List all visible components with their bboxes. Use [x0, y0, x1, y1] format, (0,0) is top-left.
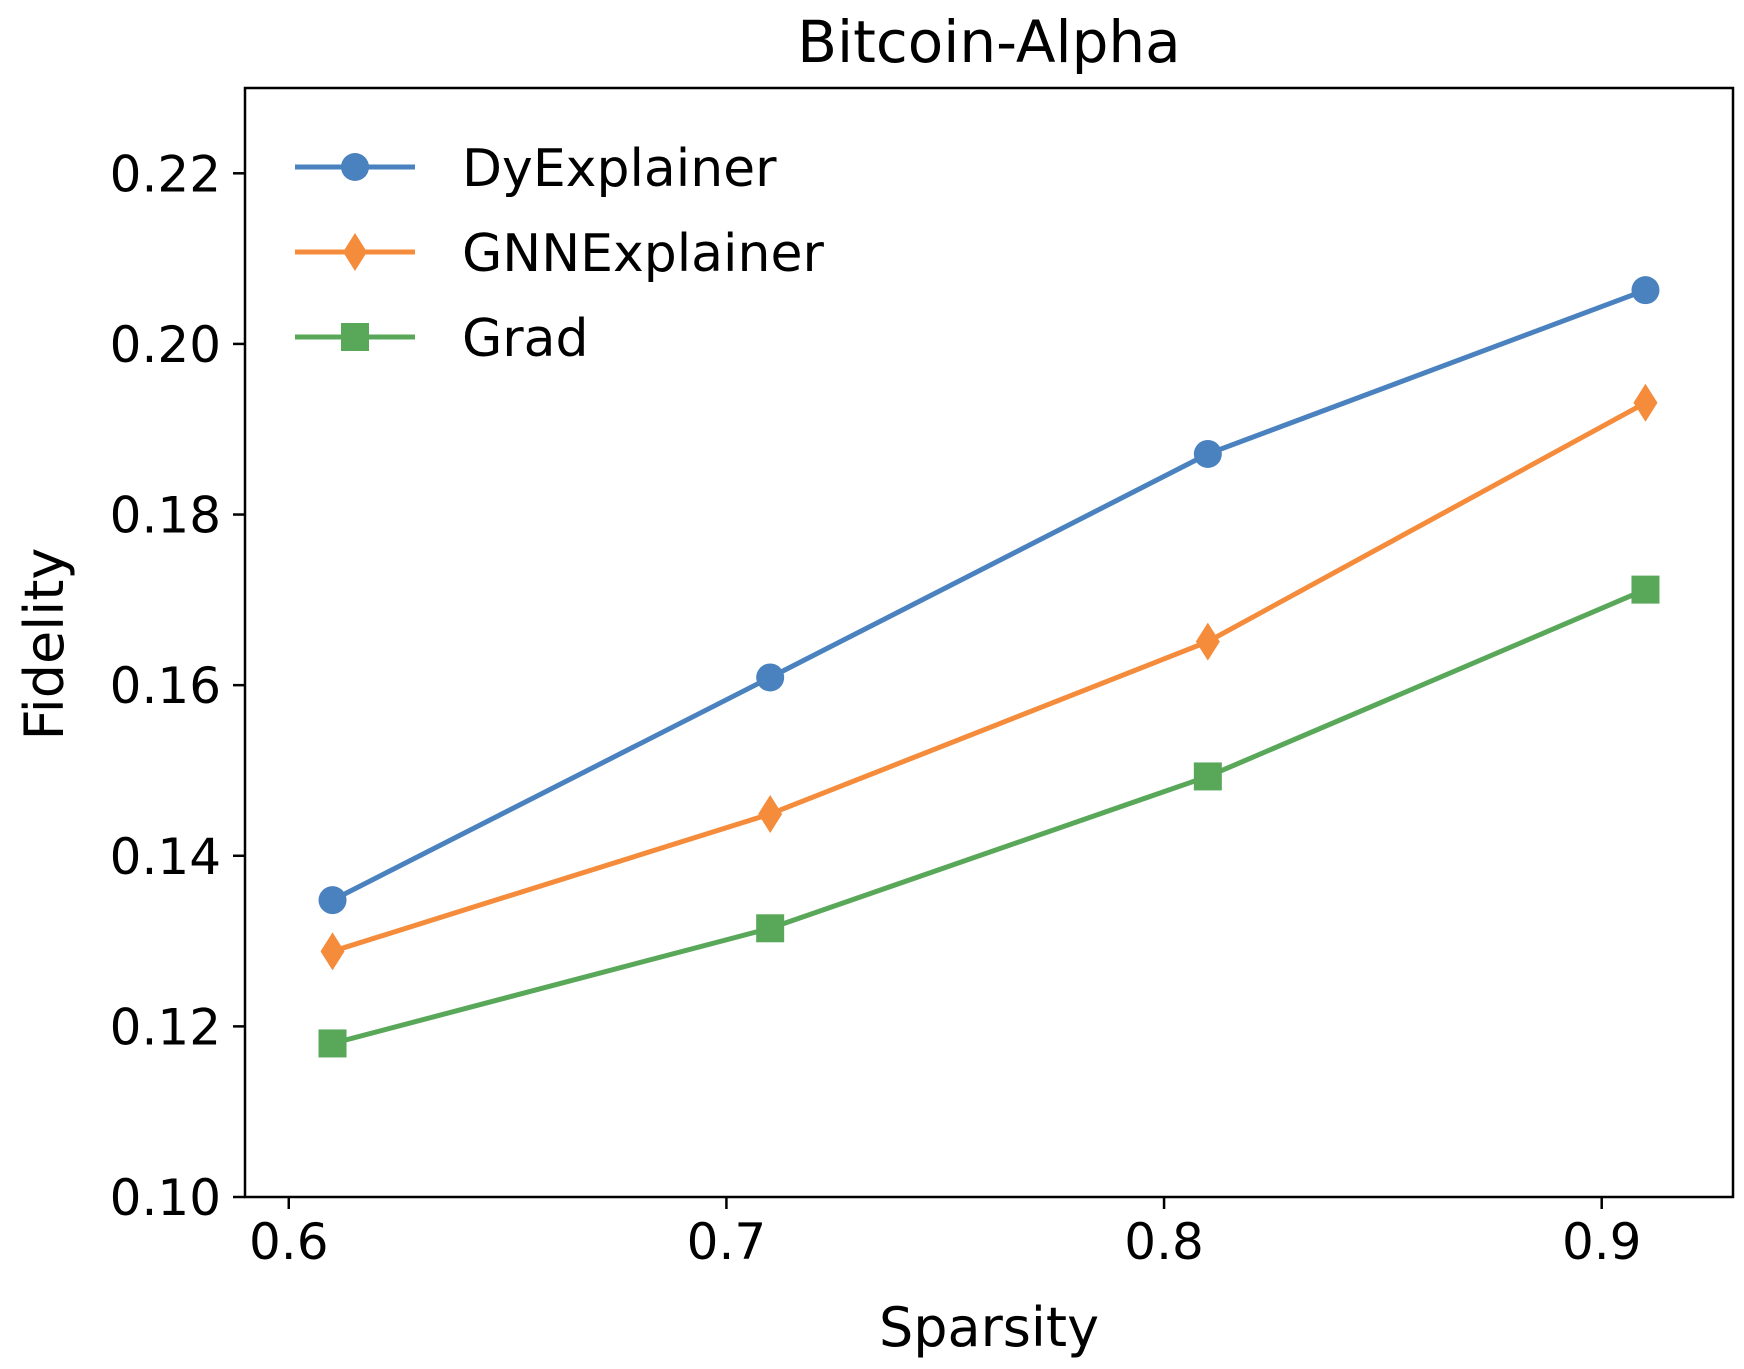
series-line-gnnexplainer	[330, 400, 1648, 954]
y-axis-label: Fidelity	[13, 548, 76, 741]
chart-title: Bitcoin-Alpha	[797, 8, 1180, 76]
axes-frame	[243, 86, 1735, 1199]
series-line-dyexplainer	[330, 287, 1648, 903]
x-tick-label-1: 0.7	[687, 1213, 767, 1271]
legend-marker-gnnexplainer	[343, 233, 367, 271]
data-point-dyexplainer-0	[318, 886, 347, 915]
y-tick-label-0: 0.10	[110, 1169, 221, 1227]
y-tick-label-1: 0.12	[110, 998, 221, 1056]
x-tick-label-2: 0.8	[1124, 1213, 1204, 1271]
data-point-gnnexplainer-2	[1195, 622, 1220, 661]
data-point-dyexplainer-2	[1193, 439, 1222, 468]
legend-marker-grad	[341, 323, 369, 351]
y-tick-label-5: 0.20	[110, 316, 221, 374]
data-point-dyexplainer-1	[756, 663, 785, 692]
data-point-dyexplainer-3	[1631, 276, 1660, 305]
y-tick-label-6: 0.22	[110, 145, 221, 203]
y-tick-label-2: 0.14	[110, 828, 221, 886]
x-tick-label-3: 0.9	[1562, 1213, 1642, 1271]
x-axis-label: Sparsity	[879, 1296, 1099, 1359]
data-point-gnnexplainer-0	[320, 932, 345, 971]
plot-area	[318, 276, 1660, 1058]
legend-label-gnnexplainer: GNNExplainer	[462, 224, 824, 284]
data-point-grad-2	[1193, 762, 1222, 791]
y-tick-label-4: 0.18	[110, 487, 221, 545]
data-point-gnnexplainer-1	[758, 794, 783, 833]
series-line-grad	[330, 587, 1648, 1046]
y-tick-label-3: 0.16	[110, 657, 221, 715]
legend-label-dyexplainer: DyExplainer	[462, 139, 777, 199]
legend: DyExplainer GNNExplainer Grad	[295, 139, 824, 369]
data-point-grad-3	[1631, 575, 1660, 604]
x-tick-label-0: 0.6	[249, 1213, 329, 1271]
data-point-grad-1	[756, 914, 785, 943]
data-point-grad-0	[318, 1029, 347, 1058]
legend-marker-dyexplainer	[341, 153, 369, 181]
legend-label-grad: Grad	[462, 309, 589, 369]
axes: 0.6 0.7 0.8 0.9 0.10 0.12 0.14 0.16 0.18 0.20 0.22	[110, 86, 1735, 1271]
data-point-gnnexplainer-3	[1633, 383, 1658, 422]
